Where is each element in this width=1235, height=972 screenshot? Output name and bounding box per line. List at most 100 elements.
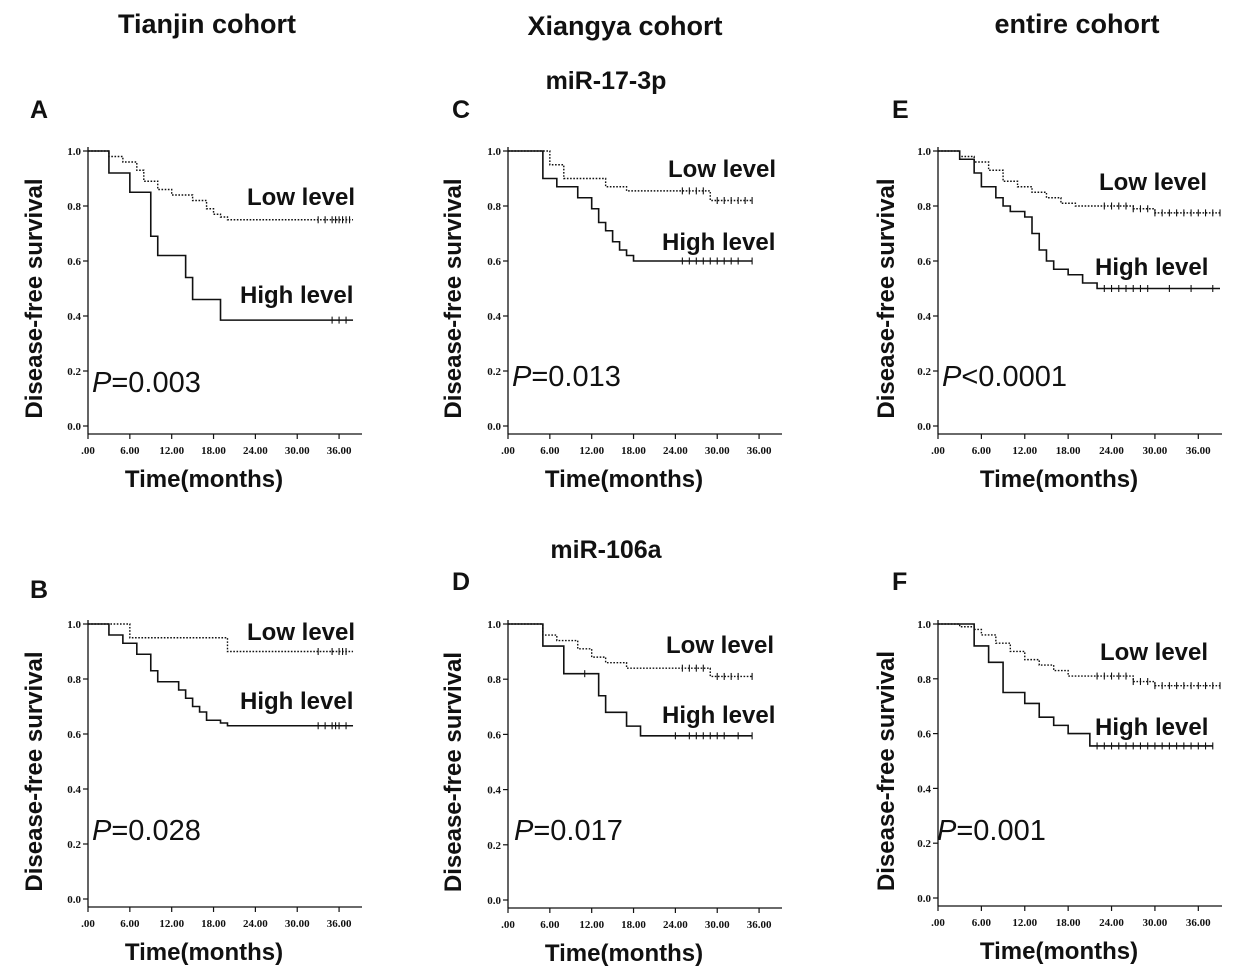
x-tick-label: .00 bbox=[931, 917, 945, 929]
y-tick-label: 1.0 bbox=[917, 619, 931, 631]
p-value-label: P=0.003 bbox=[92, 367, 201, 399]
y-tick-label: 0.6 bbox=[67, 256, 81, 268]
x-tick-label: .00 bbox=[501, 445, 515, 457]
y-tick-label: 0.6 bbox=[917, 729, 931, 741]
y-tick-label: 0.8 bbox=[917, 201, 931, 213]
row-title-mir-17-3p: miR-17-3p bbox=[546, 67, 667, 95]
y-tick-label: 0.8 bbox=[67, 201, 81, 213]
y-axis-label: Disease-free survival bbox=[873, 651, 900, 891]
x-tick-label: 6.00 bbox=[120, 445, 140, 457]
x-tick-label: 36.00 bbox=[747, 445, 772, 457]
y-tick-label: 0.0 bbox=[67, 894, 81, 906]
x-tick-label: 30.00 bbox=[285, 445, 310, 457]
x-tick-label: 24.00 bbox=[663, 919, 688, 931]
header-entire-cohort: entire cohort bbox=[994, 9, 1159, 39]
legend-high-level: High level bbox=[662, 702, 775, 729]
y-tick-label: 0.6 bbox=[487, 256, 501, 268]
panel-letter: C bbox=[452, 96, 470, 124]
x-tick-label: 24.00 bbox=[243, 445, 268, 457]
km-curve-high-level bbox=[508, 623, 753, 737]
y-tick-label: 0.2 bbox=[917, 366, 931, 378]
km-curve-high-level bbox=[88, 623, 354, 727]
y-tick-label: 0.8 bbox=[67, 674, 81, 686]
y-tick-label: 0.2 bbox=[917, 838, 931, 850]
x-tick-label: 18.00 bbox=[201, 445, 226, 457]
x-tick-label: 24.00 bbox=[663, 445, 688, 457]
x-tick-label: 30.00 bbox=[1143, 445, 1168, 457]
legend-high-level: High level bbox=[662, 229, 775, 256]
p-value-label: P<0.0001 bbox=[942, 361, 1067, 393]
x-tick-label: .00 bbox=[81, 918, 95, 930]
x-tick-label: 6.00 bbox=[120, 918, 140, 930]
x-tick-label: 18.00 bbox=[201, 918, 226, 930]
legend-low-level: Low level bbox=[1099, 169, 1207, 196]
x-tick-label: 12.00 bbox=[1012, 445, 1037, 457]
x-tick-label: 24.00 bbox=[1099, 917, 1124, 929]
y-axis-label: Disease-free survival bbox=[440, 652, 467, 892]
x-tick-label: 30.00 bbox=[1143, 917, 1168, 929]
y-axis-label: Disease-free survival bbox=[21, 651, 48, 891]
legend-low-level: Low level bbox=[247, 619, 355, 646]
x-tick-label: 24.00 bbox=[243, 918, 268, 930]
legend-low-level: Low level bbox=[247, 184, 355, 211]
y-tick-label: 0.8 bbox=[487, 201, 501, 213]
y-tick-label: 0.4 bbox=[917, 311, 931, 323]
km-curve-high-level bbox=[508, 150, 753, 262]
x-tick-label: 30.00 bbox=[285, 918, 310, 930]
km-panel-b: B 0.0 0.2 0.4 0.6 0.8 1.0 .00 6.00 12.00 18.00 24.0… bbox=[21, 576, 362, 966]
x-axis-label: Time(months) bbox=[125, 939, 283, 966]
x-axis-label: Time(months) bbox=[545, 940, 703, 967]
x-tick-label: 30.00 bbox=[705, 919, 730, 931]
x-tick-label: 36.00 bbox=[327, 445, 352, 457]
x-tick-label: 12.00 bbox=[579, 919, 604, 931]
x-axis-label: Time(months) bbox=[125, 466, 283, 493]
y-tick-label: 0.0 bbox=[67, 421, 81, 433]
x-tick-label: 36.00 bbox=[747, 919, 772, 931]
y-tick-label: 0.2 bbox=[67, 366, 81, 378]
km-curve-high-level bbox=[88, 150, 354, 321]
legend-high-level: High level bbox=[240, 282, 353, 309]
y-tick-label: 0.4 bbox=[67, 784, 81, 796]
x-tick-label: 6.00 bbox=[540, 919, 560, 931]
p-value-label: P=0.013 bbox=[512, 361, 621, 393]
km-curve-low-level bbox=[508, 150, 753, 202]
x-tick-label: .00 bbox=[81, 445, 95, 457]
x-tick-label: 18.00 bbox=[1056, 445, 1081, 457]
y-tick-label: 1.0 bbox=[917, 146, 931, 158]
y-tick-label: 0.0 bbox=[917, 893, 931, 905]
x-tick-label: 36.00 bbox=[1186, 917, 1211, 929]
x-tick-label: .00 bbox=[501, 919, 515, 931]
y-axis-label: Disease-free survival bbox=[21, 178, 48, 418]
x-tick-label: 12.00 bbox=[159, 445, 184, 457]
x-tick-label: 12.00 bbox=[579, 445, 604, 457]
y-tick-label: 0.6 bbox=[917, 256, 931, 268]
km-panel-c: C 0.0 0.2 0.4 0.6 0.8 1.0 .00 6.00 12.00 18.00 24.0… bbox=[440, 96, 782, 493]
x-tick-label: 30.00 bbox=[705, 445, 730, 457]
y-tick-label: 1.0 bbox=[487, 146, 501, 158]
x-tick-label: .00 bbox=[931, 445, 945, 457]
km-panel-a: A 0.0 0.2 0.4 0.6 0.8 1.0 .00 6.00 12.00 18.00 24.0… bbox=[21, 96, 362, 493]
km-panel-f: F 0.0 0.2 0.4 0.6 0.8 1.0 .00 6.00 12.00 18.00 24.0… bbox=[873, 568, 1222, 965]
km-curve-high-level bbox=[938, 150, 1220, 290]
km-curve-low-level bbox=[508, 623, 753, 678]
x-axis-label: Time(months) bbox=[545, 466, 703, 493]
km-panel-d: D 0.0 0.2 0.4 0.6 0.8 1.0 .00 6.00 12.00 18.00 24.0… bbox=[440, 568, 782, 967]
p-value-label: P=0.017 bbox=[514, 815, 623, 847]
y-axis-label: Disease-free survival bbox=[873, 178, 900, 418]
x-tick-label: 6.00 bbox=[540, 445, 560, 457]
legend-high-level: High level bbox=[1095, 714, 1208, 741]
x-tick-label: 36.00 bbox=[327, 918, 352, 930]
y-tick-label: 0.6 bbox=[487, 729, 501, 741]
panel-letter: E bbox=[892, 96, 909, 124]
header-tianjin-cohort: Tianjin cohort bbox=[118, 9, 296, 39]
y-tick-label: 0.0 bbox=[487, 421, 501, 433]
x-tick-label: 12.00 bbox=[159, 918, 184, 930]
km-curve-low-level bbox=[88, 150, 354, 221]
y-tick-label: 0.0 bbox=[917, 421, 931, 433]
y-tick-label: 0.2 bbox=[67, 839, 81, 851]
y-tick-label: 0.8 bbox=[917, 674, 931, 686]
panel-letter: B bbox=[30, 576, 48, 604]
legend-high-level: High level bbox=[1095, 254, 1208, 281]
header-xiangya-cohort: Xiangya cohort bbox=[527, 11, 722, 41]
